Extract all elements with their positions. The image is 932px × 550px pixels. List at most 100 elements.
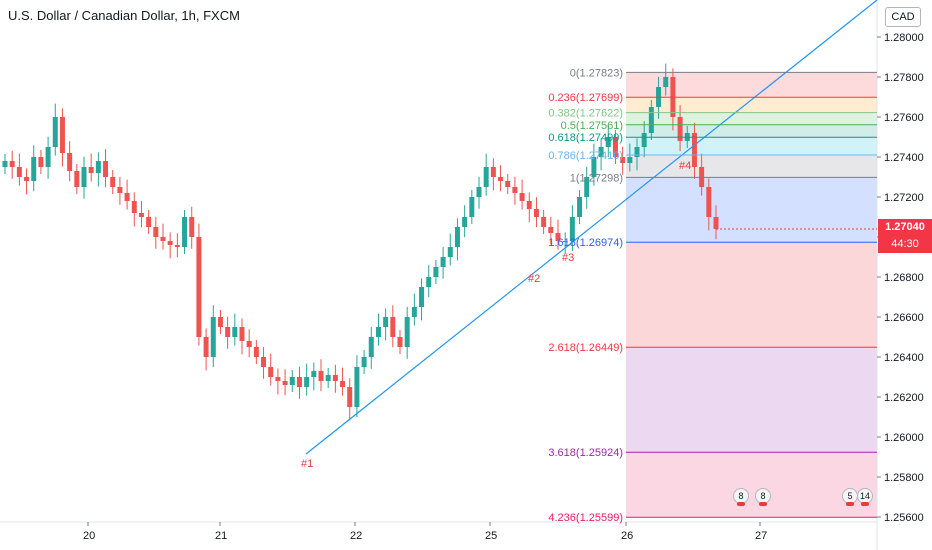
chart-title: U.S. Dollar / Canadian Dollar, 1h, FXCM: [8, 8, 240, 23]
candle-body: [117, 187, 123, 193]
candle-body: [519, 193, 525, 201]
candle-body: [476, 187, 482, 197]
fib-level-label: 4.236(1.25599): [548, 512, 623, 524]
candle-body: [95, 161, 101, 173]
fib-level-label: 2.618(1.26449): [548, 342, 623, 354]
candle-body: [124, 193, 130, 201]
fib-level-label: 0(1.27823): [570, 67, 623, 79]
candle-body: [706, 187, 712, 217]
candle-body: [433, 267, 439, 277]
candle-body: [691, 133, 697, 167]
y-tick-label: 1.26800: [884, 272, 924, 284]
candle-body: [160, 237, 166, 241]
candle-body: [383, 317, 389, 327]
y-tick-label: 1.26200: [884, 392, 924, 404]
candle-body: [555, 233, 561, 241]
candle-body: [210, 317, 216, 357]
candle-body: [569, 217, 575, 241]
candle-body: [253, 347, 259, 357]
candle-body: [74, 171, 80, 187]
candle-body: [541, 217, 547, 227]
y-tick-label: 1.28000: [884, 32, 924, 44]
candle-body: [462, 217, 468, 227]
candle-body: [426, 277, 432, 287]
economic-event-icon[interactable]: 8: [733, 488, 749, 506]
candle-body: [526, 201, 532, 209]
candle-body: [311, 371, 317, 377]
candle-body: [562, 241, 568, 242]
candle-body: [110, 177, 116, 187]
candle-body: [59, 117, 65, 153]
candle-body: [182, 217, 188, 247]
candle-body: [103, 161, 109, 177]
fib-zone: [626, 452, 877, 518]
candle-body: [397, 337, 403, 347]
candle-body: [354, 367, 360, 407]
x-tick-label: 27: [755, 530, 767, 542]
candle-body: [375, 327, 381, 337]
candle-body: [88, 167, 94, 173]
economic-event-icon[interactable]: 8: [755, 488, 771, 506]
candle-body: [347, 387, 353, 407]
event-count: 8: [760, 491, 766, 501]
candle-body: [153, 227, 159, 237]
candle-body: [419, 287, 425, 307]
fib-level-label: 3.618(1.25924): [548, 447, 623, 459]
candle-body: [138, 213, 144, 217]
candle-body: [318, 371, 324, 381]
candle-body: [174, 245, 180, 247]
candle-body: [627, 157, 633, 163]
candle-body: [469, 197, 475, 217]
candle-body: [232, 327, 238, 337]
x-tick-label: 25: [485, 530, 497, 542]
y-tick-label: 1.27400: [884, 152, 924, 164]
fib-zone: [626, 155, 877, 178]
candle-body: [404, 317, 410, 347]
candle-body: [641, 133, 647, 147]
fib-level-label: 0.236(1.27699): [548, 92, 623, 104]
candle-body: [598, 147, 604, 157]
candle-body: [239, 327, 245, 341]
currency-button[interactable]: CAD: [885, 7, 921, 27]
candle-body: [512, 187, 518, 193]
candle-body: [52, 117, 58, 147]
candle-body: [217, 317, 223, 327]
candle-body: [361, 357, 367, 367]
candle-body: [203, 337, 209, 357]
candle-body: [9, 161, 15, 167]
candle-body: [268, 367, 274, 377]
candle-body: [282, 381, 288, 385]
fib-level-label: 0.786(1.27410): [548, 150, 623, 162]
candle-body: [533, 209, 539, 217]
candle-body: [246, 341, 252, 347]
y-tick-label: 1.27200: [884, 192, 924, 204]
candle-body: [505, 181, 511, 187]
candle-body: [304, 377, 310, 387]
trendline-touch-label: #3: [562, 252, 574, 264]
fib-zone: [626, 137, 877, 155]
event-count: 8: [738, 491, 744, 501]
bar-countdown-tag: 44:30: [878, 236, 932, 253]
candle-body: [332, 375, 338, 381]
candle-body: [648, 107, 654, 133]
candle-body: [454, 227, 460, 247]
y-tick-label: 1.26000: [884, 432, 924, 444]
event-count: 14: [859, 491, 870, 501]
fib-level-label: 1.618(1.26974): [548, 237, 623, 249]
candle-body: [275, 377, 281, 381]
fib-zone: [626, 242, 877, 348]
candle-body: [620, 157, 626, 163]
x-tick-label: 21: [215, 530, 227, 542]
candle-body: [38, 157, 44, 167]
economic-event-icon[interactable]: 5: [842, 488, 858, 506]
y-tick-label: 1.26600: [884, 312, 924, 324]
trendline-touch-label: #4: [679, 160, 691, 172]
candle-body: [81, 167, 87, 187]
candle-body: [167, 241, 173, 245]
candle-body: [325, 375, 331, 381]
fib-level-label: 0.5(1.27561): [561, 120, 623, 132]
economic-event-icon[interactable]: 14: [857, 488, 873, 506]
candle-body: [447, 247, 453, 257]
